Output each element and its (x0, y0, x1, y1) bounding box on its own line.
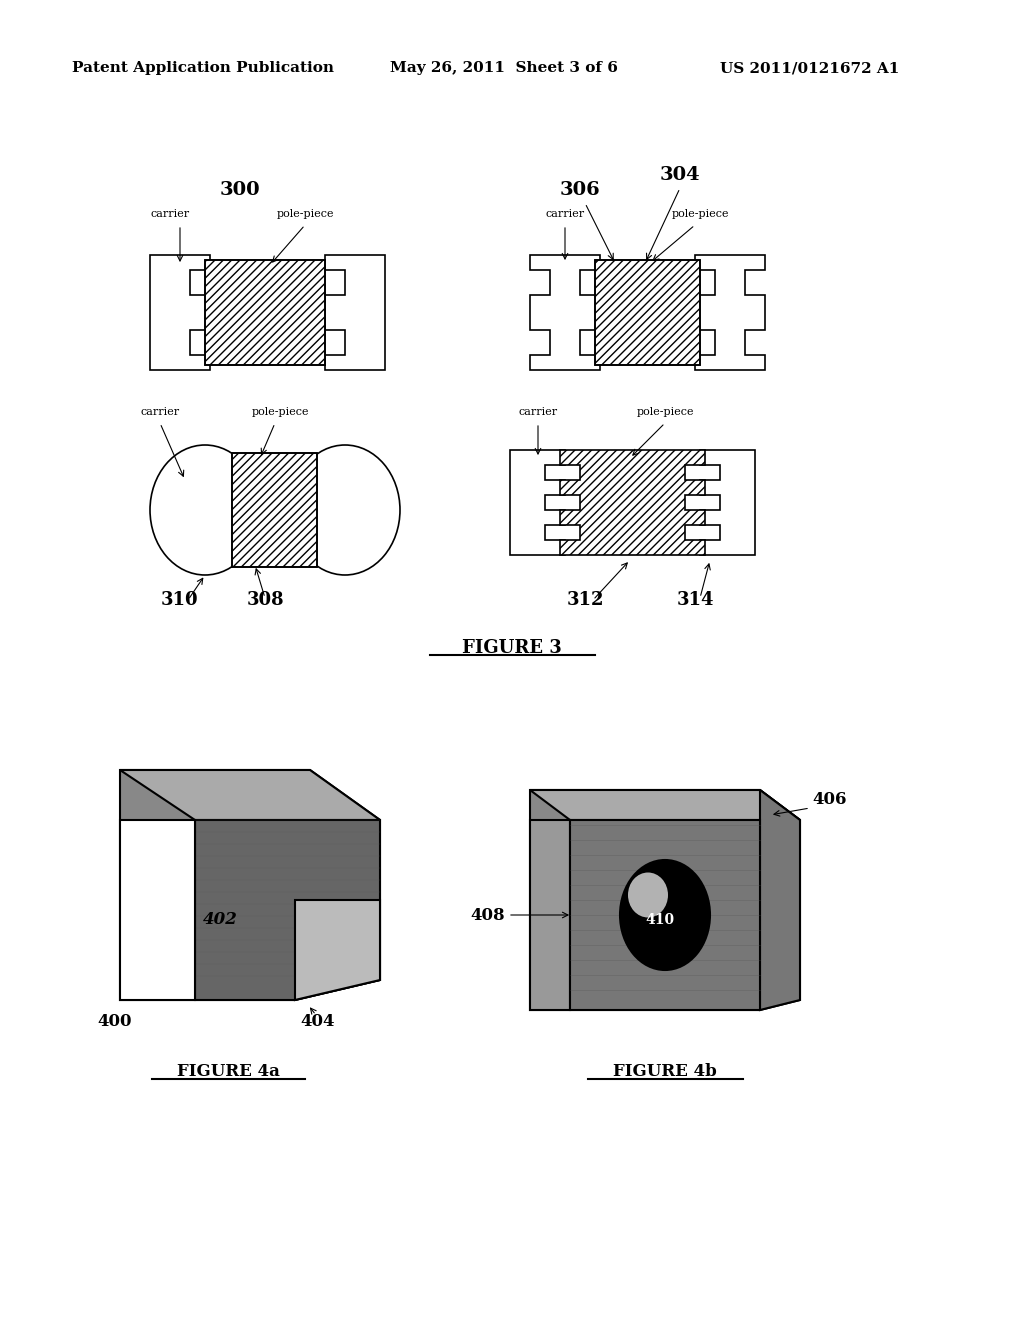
Bar (595, 260, 700, 366)
Polygon shape (760, 789, 800, 1010)
Text: 304: 304 (659, 166, 700, 183)
Text: May 26, 2011  Sheet 3 of 6: May 26, 2011 Sheet 3 of 6 (390, 61, 617, 75)
Text: pole-piece: pole-piece (251, 407, 309, 417)
Polygon shape (530, 820, 570, 1010)
Text: 308: 308 (246, 591, 284, 609)
Ellipse shape (620, 861, 710, 970)
Text: 314: 314 (676, 591, 714, 609)
Bar (205, 260, 325, 366)
Text: carrier: carrier (140, 407, 179, 417)
Polygon shape (150, 255, 210, 370)
Polygon shape (295, 900, 380, 1001)
Text: 306: 306 (560, 181, 600, 199)
Text: 404: 404 (301, 1014, 335, 1031)
Text: 310: 310 (161, 591, 199, 609)
Ellipse shape (290, 445, 400, 576)
Polygon shape (700, 450, 755, 554)
Polygon shape (325, 255, 385, 370)
Polygon shape (530, 789, 800, 1010)
Polygon shape (530, 255, 600, 370)
Bar (232, 453, 317, 568)
Text: US 2011/0121672 A1: US 2011/0121672 A1 (720, 61, 899, 75)
Text: 406: 406 (812, 792, 847, 808)
Text: pole-piece: pole-piece (636, 407, 693, 417)
Polygon shape (560, 450, 705, 554)
Text: carrier: carrier (151, 209, 189, 219)
Polygon shape (195, 820, 380, 1001)
Text: 312: 312 (566, 591, 604, 609)
Text: FIGURE 4a: FIGURE 4a (176, 1064, 280, 1081)
Polygon shape (695, 255, 765, 370)
Text: Patent Application Publication: Patent Application Publication (72, 61, 334, 75)
Bar (232, 453, 317, 568)
Polygon shape (120, 770, 380, 820)
Polygon shape (510, 450, 565, 554)
Text: FIGURE 3: FIGURE 3 (462, 639, 562, 657)
Polygon shape (570, 820, 760, 1010)
Ellipse shape (150, 445, 260, 576)
Text: 410: 410 (645, 913, 675, 927)
Text: 400: 400 (97, 1014, 132, 1031)
Text: 402: 402 (203, 912, 238, 928)
Polygon shape (120, 770, 380, 1001)
Bar (205, 260, 325, 366)
Text: carrier: carrier (546, 209, 585, 219)
Polygon shape (530, 789, 800, 820)
Ellipse shape (628, 873, 668, 917)
Text: FIGURE 4b: FIGURE 4b (613, 1064, 717, 1081)
Polygon shape (120, 820, 195, 1001)
Text: pole-piece: pole-piece (276, 209, 334, 219)
Text: carrier: carrier (518, 407, 557, 417)
Bar (595, 260, 700, 366)
Text: pole-piece: pole-piece (672, 209, 729, 219)
Text: 408: 408 (470, 907, 505, 924)
Text: 300: 300 (220, 181, 260, 199)
